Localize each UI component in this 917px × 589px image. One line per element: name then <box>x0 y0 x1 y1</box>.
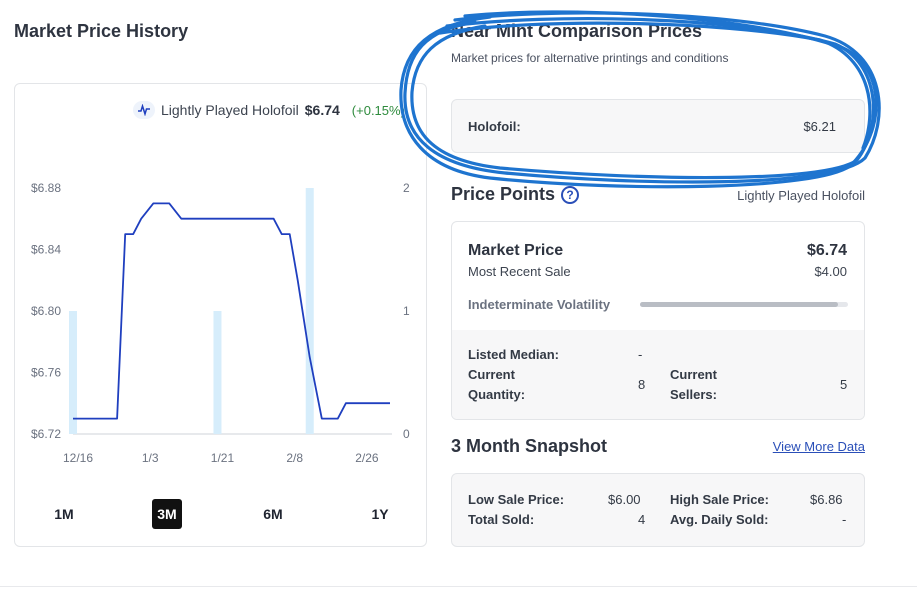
range-1m-button[interactable]: 1M <box>54 506 74 522</box>
y2-tick-label-1: 1 <box>403 304 410 318</box>
time-range-selector: 1M 3M 6M 1Y <box>15 497 428 531</box>
price-points-title: Price Points ? <box>451 184 580 205</box>
x-tick-label-4: 2/26 <box>355 451 379 465</box>
market-price-value: $6.74 <box>806 242 847 259</box>
price-history-chart-card: Lightly Played Holofoil $6.74 (+0.15%) $… <box>14 83 427 547</box>
range-6m-button[interactable]: 6M <box>263 506 283 522</box>
volume-bar-2 <box>305 188 314 434</box>
volume-bar-0 <box>69 311 77 434</box>
y2-tick-label-0: 2 <box>403 181 410 195</box>
volatility-label: Indeterminate Volatility <box>468 297 611 312</box>
current-quantity-label-line1: Current <box>468 367 515 382</box>
x-tick-label-3: 2/8 <box>286 451 303 465</box>
price-points-card: Market Price $6.74 Most Recent Sale $4.0… <box>451 221 865 420</box>
y-tick-label-4: $6.72 <box>31 427 61 441</box>
recent-sale-label: Most Recent Sale <box>468 264 571 279</box>
legend-series-label: Lightly Played Holofoil <box>161 102 299 118</box>
chart-legend[interactable]: Lightly Played Holofoil $6.74 (+0.15%) <box>127 99 409 121</box>
recent-sale-value: $4.00 <box>814 264 847 279</box>
x-tick-label-1: 1/3 <box>142 451 159 465</box>
market-price-history-title: Market Price History <box>14 21 189 41</box>
price-history-chart: $6.88 $6.84 $6.80 $6.76 $6.72 2 1 0 12/16 1/3 1/21… <box>31 181 410 465</box>
listed-median-value: - <box>638 347 643 362</box>
snapshot-card: Low Sale Price: $6.00 High Sale Price: $… <box>451 473 865 547</box>
bottom-divider <box>0 586 917 587</box>
legend-price: $6.74 <box>304 102 340 118</box>
listed-median-label: Listed Median: <box>468 347 560 362</box>
current-sellers-value: 5 <box>840 377 848 392</box>
y-tick-label-1: $6.84 <box>31 243 61 257</box>
current-sellers-label-line2: Sellers: <box>670 387 717 402</box>
y2-tick-label-2: 0 <box>403 427 410 441</box>
total-sold-value: 4 <box>638 512 646 527</box>
near-mint-row: Holofoil: $6.21 <box>451 99 865 153</box>
low-sale-value: $6.00 <box>608 492 641 507</box>
volume-bar-1 <box>213 311 222 434</box>
price-points-condition: Lightly Played Holofoil <box>737 188 865 203</box>
listing-stats: Listed Median: - Current Quantity: 8 Cur… <box>452 330 864 419</box>
price-line <box>73 202 390 420</box>
current-quantity-value: 8 <box>638 377 646 392</box>
x-tick-label-2: 1/21 <box>211 451 235 465</box>
range-1y-button[interactable]: 1Y <box>371 506 389 522</box>
near-mint-value: $6.21 <box>803 118 836 134</box>
near-mint-title: Near Mint Comparison Prices <box>451 21 703 41</box>
market-price-row: Market Price $6.74 <box>468 242 847 260</box>
view-more-data-link[interactable]: View More Data <box>772 439 865 454</box>
y-tick-label-2: $6.80 <box>31 304 61 318</box>
near-mint-subtitle: Market prices for alternative printings … <box>451 51 729 65</box>
help-icon[interactable]: ? <box>561 185 580 204</box>
avg-daily-sold-label: Avg. Daily Sold: <box>670 512 769 527</box>
range-3m-button[interactable]: 3M <box>152 499 182 529</box>
recent-sale-row: Most Recent Sale $4.00 <box>468 264 847 279</box>
volatility-bar <box>640 302 848 307</box>
volatility-bar-fill <box>640 302 838 307</box>
line-series-icon <box>133 101 155 119</box>
legend-change: (+0.15%) <box>351 102 405 118</box>
market-price-label: Market Price <box>468 242 564 259</box>
high-sale-label: High Sale Price: <box>670 492 769 507</box>
near-mint-label: Holofoil: <box>468 118 521 134</box>
y-tick-label-0: $6.88 <box>31 181 61 195</box>
price-points-title-text: Price Points <box>451 184 556 204</box>
x-tick-label-0: 12/16 <box>63 451 93 465</box>
snapshot-title: 3 Month Snapshot <box>451 436 607 456</box>
current-quantity-label-line2: Quantity: <box>468 387 526 402</box>
total-sold-label: Total Sold: <box>468 512 535 527</box>
avg-daily-sold-value: - <box>842 512 847 527</box>
high-sale-value: $6.86 <box>810 492 843 507</box>
y-tick-label-3: $6.76 <box>31 366 61 380</box>
current-sellers-label-line1: Current <box>670 367 717 382</box>
low-sale-label: Low Sale Price: <box>468 492 565 507</box>
